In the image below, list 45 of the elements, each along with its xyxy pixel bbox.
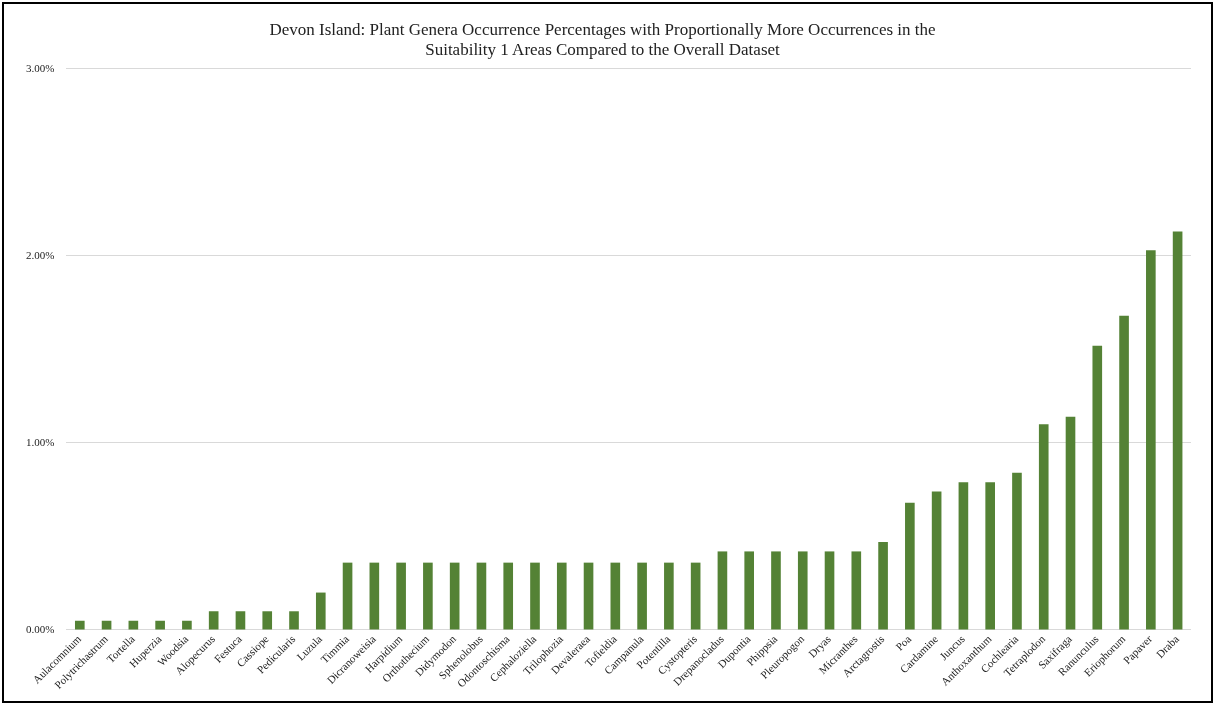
bar: [342, 562, 353, 630]
bar: [315, 592, 326, 630]
bar: [664, 562, 674, 630]
bar: [1146, 250, 1156, 630]
bar: [74, 620, 85, 630]
bar: [530, 562, 540, 630]
bar: [717, 551, 728, 630]
bar: [155, 620, 165, 630]
bar: [289, 611, 299, 630]
bar: [556, 562, 567, 630]
bar: [744, 551, 755, 630]
bar: [449, 562, 460, 630]
bar: [396, 562, 406, 630]
bar: [851, 551, 862, 630]
bar: [1038, 424, 1049, 630]
bar: [208, 611, 219, 630]
bar: [262, 611, 273, 630]
bar: [771, 551, 781, 630]
bar: [583, 562, 594, 630]
bar: [878, 542, 888, 630]
bar: [1012, 472, 1022, 630]
bar: [824, 551, 835, 630]
y-tick-label: 2.00%: [25, 248, 55, 261]
bar: [637, 562, 647, 630]
y-tick-label: 0.00%: [25, 622, 55, 635]
bar: [1065, 416, 1076, 630]
bar: [931, 491, 942, 630]
bar: [503, 562, 514, 630]
bar: [610, 562, 621, 630]
bar: [1092, 345, 1103, 630]
y-tick-label: 3.00%: [25, 61, 55, 74]
bar: [423, 562, 433, 630]
chart-title: Devon Island: Plant Genera Occurrence Percentages with Proportionally More Occurrences in the Suitability 1 Areas Compared to the Overall Dataset: [269, 19, 936, 60]
bar: [690, 562, 701, 630]
y-tick-label: 1.00%: [25, 435, 55, 448]
bar: [905, 502, 915, 630]
bar: [958, 482, 969, 630]
bar: [1172, 231, 1183, 630]
bar: [182, 620, 192, 630]
bar: [797, 551, 808, 630]
bar: [369, 562, 380, 630]
bar: [985, 482, 995, 630]
bar: [1119, 315, 1129, 630]
bar: [476, 562, 487, 630]
bar: [235, 611, 246, 630]
